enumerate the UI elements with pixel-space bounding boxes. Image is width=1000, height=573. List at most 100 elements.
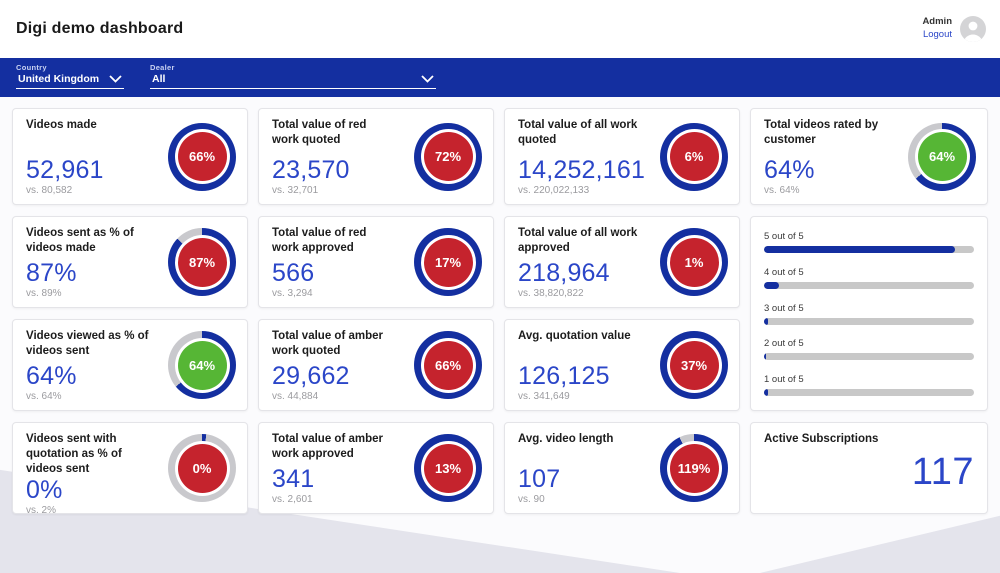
kpi-vs-value: vs. 3,294 (272, 288, 313, 299)
kpi-card-red-work-approved: Total value of red work approved 566 vs.… (258, 216, 494, 308)
chevron-down-icon (109, 75, 122, 83)
kpi-card-amber-work-quoted: Total value of amber work quoted 29,662 … (258, 319, 494, 411)
kpi-card-red-work-quoted: Total value of red work quoted 23,570 vs… (258, 108, 494, 205)
rating-bar-track (764, 353, 974, 361)
active-subscriptions-card: Active Subscriptions 117 (750, 422, 988, 514)
kpi-title: Total value of red work quoted (272, 119, 367, 146)
person-icon (964, 21, 982, 42)
dealer-filter: Dealer All (150, 63, 436, 89)
rating-label: 2 out of 5 (764, 338, 804, 350)
kpi-title: Videos viewed as % of videos sent (26, 330, 149, 357)
rating-bar-fill (764, 389, 769, 396)
kpi-vs-value: vs. 89% (26, 288, 62, 299)
page-title: Digi demo dashboard (16, 20, 184, 37)
gauge-center: 64% (177, 340, 227, 390)
gauge-center: 0% (177, 443, 227, 493)
rating-bar-track (764, 246, 974, 253)
kpi-title: Total value of all work quoted (518, 119, 638, 146)
kpi-title: Avg. quotation value (518, 330, 631, 342)
kpi-vs-value: vs. 80,582 (26, 185, 73, 196)
kpi-card-amber-work-approved: Total value of amber work approved 341 v… (258, 422, 494, 514)
rating-bar-fill (764, 281, 779, 289)
kpi-vs-value: vs. 2,601 (272, 494, 313, 505)
gauge-center: 6% (669, 132, 719, 181)
gauge-center: 13% (423, 443, 473, 493)
kpi-title: Total value of all work approved (518, 227, 638, 254)
kpi-card-all-work-approved: Total value of all work approved 218,964… (504, 216, 740, 308)
kpi-value: 107 (518, 464, 561, 493)
gauge-center: 87% (177, 237, 227, 287)
rating-bar-track (764, 317, 974, 325)
rating-bar-fill (764, 317, 769, 325)
rating-row: 1 out of 5 (764, 374, 974, 396)
kpi-value: 341 (272, 464, 315, 493)
kpi-card-avg-video-length: Avg. video length 107 vs. 90 119% (504, 422, 740, 514)
kpi-vs-value: vs. 64% (764, 185, 800, 196)
rating-label: 5 out of 5 (764, 231, 804, 242)
kpi-title: Videos sent with quotation as % of video… (26, 433, 122, 475)
dealer-value: All (152, 73, 166, 85)
kpi-card-videos-viewed-pct: Videos viewed as % of videos sent 64% vs… (12, 319, 248, 411)
kpi-gauge: 0% (168, 434, 236, 502)
kpi-card-videos-sent-with-quotation: Videos sent with quotation as % of video… (12, 422, 248, 517)
user-area: Admin Logout (922, 16, 986, 42)
kpi-title: Avg. video length (518, 433, 614, 445)
header: Digi demo dashboard Admin Logout (0, 0, 1000, 58)
gauge-center: 66% (177, 132, 227, 181)
user-name: Admin (922, 16, 952, 28)
country-filter: Country United Kingdom (16, 63, 124, 89)
kpi-value: 52,961 (26, 155, 104, 184)
country-label: Country (16, 63, 47, 72)
rating-bar-track (764, 281, 974, 289)
kpi-vs-value: vs. 32,701 (272, 185, 319, 196)
rating-row: 3 out of 5 (764, 303, 974, 325)
kpi-vs-value: vs. 2% (26, 505, 57, 517)
kpi-gauge: 17% (414, 228, 482, 296)
kpi-value: 566 (272, 258, 315, 287)
rating-label: 4 out of 5 (764, 266, 804, 278)
kpi-card-videos-rated: Total videos rated by customer 64% vs. 6… (750, 108, 988, 205)
kpi-vs-value: vs. 38,820,822 (518, 288, 584, 299)
gauge-center: 64% (917, 132, 967, 181)
kpi-title: Videos made (26, 119, 97, 131)
logout-link[interactable]: Logout (922, 29, 952, 40)
kpi-title: Videos sent as % of videos made (26, 227, 134, 254)
gauge-center: 17% (423, 237, 473, 287)
kpi-gauge: 1% (660, 228, 728, 296)
gauge-center: 1% (669, 237, 719, 287)
kpi-value: 218,964 (518, 258, 610, 287)
kpi-gauge: 64% (908, 122, 976, 191)
country-value: United Kingdom (18, 73, 100, 85)
kpi-vs-value: vs. 220,022,133 (518, 185, 590, 196)
kpi-title: Total value of red work approved (272, 227, 367, 254)
kpi-value: 64% (764, 155, 815, 184)
gauge-center: 37% (669, 340, 719, 390)
kpi-title: Total videos rated by customer (764, 119, 879, 146)
kpi-gauge: 66% (414, 331, 482, 399)
kpi-title: Total value of amber work quoted (272, 330, 383, 357)
dealer-select[interactable]: All (150, 72, 436, 89)
filter-bar: Country United Kingdom Dealer All (0, 58, 1000, 97)
country-select[interactable]: United Kingdom (16, 72, 124, 89)
kpi-gauge: 6% (660, 122, 728, 191)
kpi-gauge: 13% (414, 434, 482, 502)
kpi-value: 64% (26, 361, 77, 390)
rating-bar-fill (764, 353, 767, 361)
chevron-down-icon (421, 75, 434, 83)
kpi-gauge: 119% (660, 434, 728, 502)
ratings-breakdown-card: 5 out of 5 4 out of 5 3 out of 5 (750, 216, 988, 411)
rating-label: 1 out of 5 (764, 374, 804, 385)
kpi-title: Active Subscriptions (764, 433, 879, 445)
kpi-card-videos-made: Videos made 52,961 vs. 80,582 66% (12, 108, 248, 205)
subscriptions-value: 117 (911, 450, 974, 493)
kpi-vs-value: vs. 90 (518, 494, 545, 505)
kpi-gauge: 87% (168, 228, 236, 296)
kpi-value: 0% (26, 475, 63, 504)
rating-label: 3 out of 5 (764, 302, 804, 314)
kpi-gauge: 64% (168, 331, 236, 399)
kpi-value: 14,252,161 (518, 155, 646, 184)
avatar[interactable] (960, 16, 986, 42)
kpi-value: 87% (26, 258, 77, 287)
gauge-center: 72% (423, 132, 473, 181)
